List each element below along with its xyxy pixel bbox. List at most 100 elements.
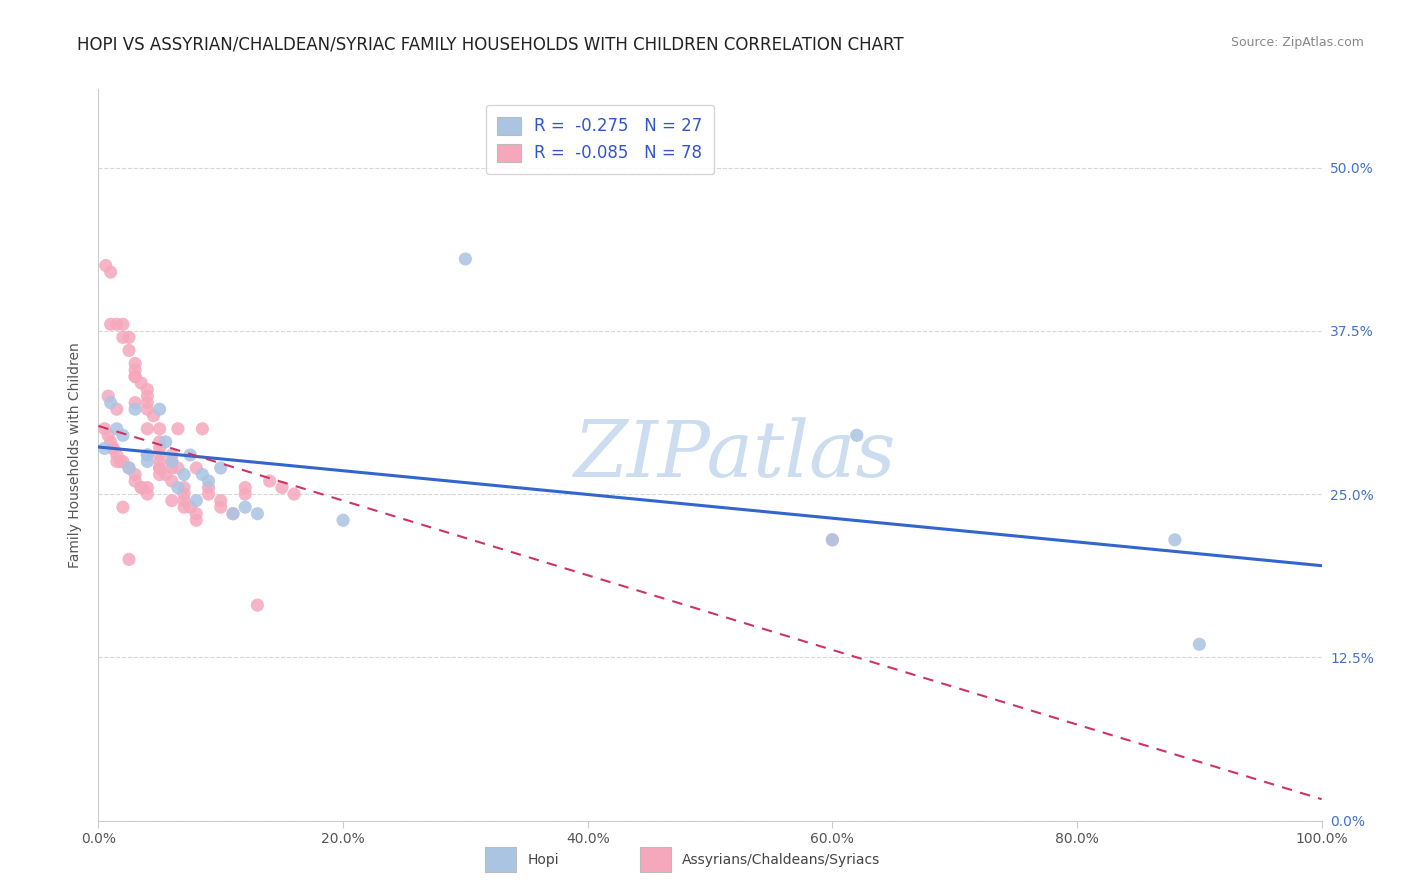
Point xyxy=(209,461,232,475)
Point xyxy=(111,500,134,515)
Point xyxy=(93,422,115,436)
Point xyxy=(149,461,172,475)
Point xyxy=(149,402,172,417)
Point xyxy=(197,481,219,495)
Point xyxy=(173,500,195,515)
Point xyxy=(111,318,134,332)
Point xyxy=(149,467,172,482)
Point xyxy=(111,330,134,344)
Point xyxy=(173,487,195,501)
Point xyxy=(136,448,159,462)
Text: HOPI VS ASSYRIAN/CHALDEAN/SYRIAC FAMILY HOUSEHOLDS WITH CHILDREN CORRELATION CHA: HOPI VS ASSYRIAN/CHALDEAN/SYRIAC FAMILY … xyxy=(77,36,904,54)
Text: Assyrians/Chaldeans/Syriacs: Assyrians/Chaldeans/Syriacs xyxy=(682,853,880,867)
Y-axis label: Family Households with Children: Family Households with Children xyxy=(69,342,83,568)
Point xyxy=(129,481,152,495)
Point xyxy=(173,481,195,495)
Point xyxy=(332,513,354,527)
Point xyxy=(100,395,122,409)
Point xyxy=(118,461,141,475)
Point xyxy=(160,448,183,462)
Point xyxy=(167,481,190,495)
Point xyxy=(111,454,134,468)
Point xyxy=(160,454,183,468)
Point xyxy=(283,487,305,501)
Point xyxy=(105,454,128,468)
Point xyxy=(259,474,281,488)
Point xyxy=(142,409,165,423)
Point xyxy=(105,422,128,436)
Point xyxy=(160,461,183,475)
Point xyxy=(105,402,128,417)
Point xyxy=(821,533,844,547)
Point xyxy=(94,259,117,273)
Legend: R =  -0.275   N = 27, R =  -0.085   N = 78: R = -0.275 N = 27, R = -0.085 N = 78 xyxy=(486,105,714,174)
Point xyxy=(270,481,294,495)
Point xyxy=(149,434,172,449)
Point xyxy=(197,474,219,488)
Point xyxy=(233,500,256,515)
Text: Hopi: Hopi xyxy=(527,853,558,867)
Point xyxy=(105,448,128,462)
Point xyxy=(149,448,172,462)
Point xyxy=(191,467,214,482)
Point xyxy=(222,507,245,521)
Point xyxy=(118,461,141,475)
Point xyxy=(101,442,124,456)
Point xyxy=(191,422,214,436)
Point xyxy=(209,493,232,508)
Point xyxy=(124,369,146,384)
Point xyxy=(124,363,146,377)
Point xyxy=(111,428,134,442)
Point xyxy=(246,507,269,521)
Point xyxy=(186,493,208,508)
Point xyxy=(160,493,183,508)
Point xyxy=(149,461,172,475)
Point xyxy=(136,422,159,436)
Point xyxy=(124,369,146,384)
Point xyxy=(97,389,120,403)
Point xyxy=(1164,533,1187,547)
Point xyxy=(186,507,208,521)
Point xyxy=(160,474,183,488)
Point xyxy=(845,428,868,442)
Point xyxy=(100,265,122,279)
Point xyxy=(124,356,146,371)
Point xyxy=(186,513,208,527)
Point xyxy=(118,552,141,566)
Point xyxy=(136,402,159,417)
Point xyxy=(136,395,159,409)
Point xyxy=(101,442,124,456)
Point xyxy=(246,598,269,612)
Point xyxy=(149,422,172,436)
Point xyxy=(118,330,141,344)
Point xyxy=(105,318,128,332)
Point xyxy=(155,467,177,482)
Point xyxy=(149,454,172,468)
Point xyxy=(136,487,159,501)
Point xyxy=(167,461,190,475)
Point xyxy=(197,487,219,501)
Point xyxy=(110,454,132,468)
Point xyxy=(167,422,190,436)
Point xyxy=(821,533,844,547)
Point xyxy=(233,487,256,501)
Point xyxy=(136,454,159,468)
Point xyxy=(136,448,159,462)
Point xyxy=(124,467,146,482)
Point xyxy=(129,481,152,495)
Point xyxy=(222,507,245,521)
Point xyxy=(100,318,122,332)
Point xyxy=(93,442,115,456)
Point xyxy=(100,434,122,449)
Point xyxy=(173,467,195,482)
Point xyxy=(136,383,159,397)
Point xyxy=(129,376,152,390)
Point xyxy=(1188,637,1211,651)
Text: ZIPatlas: ZIPatlas xyxy=(574,417,896,493)
Point xyxy=(136,389,159,403)
Point xyxy=(124,474,146,488)
Point xyxy=(173,493,195,508)
Point xyxy=(149,442,172,456)
Point xyxy=(124,402,146,417)
Point xyxy=(454,252,477,266)
